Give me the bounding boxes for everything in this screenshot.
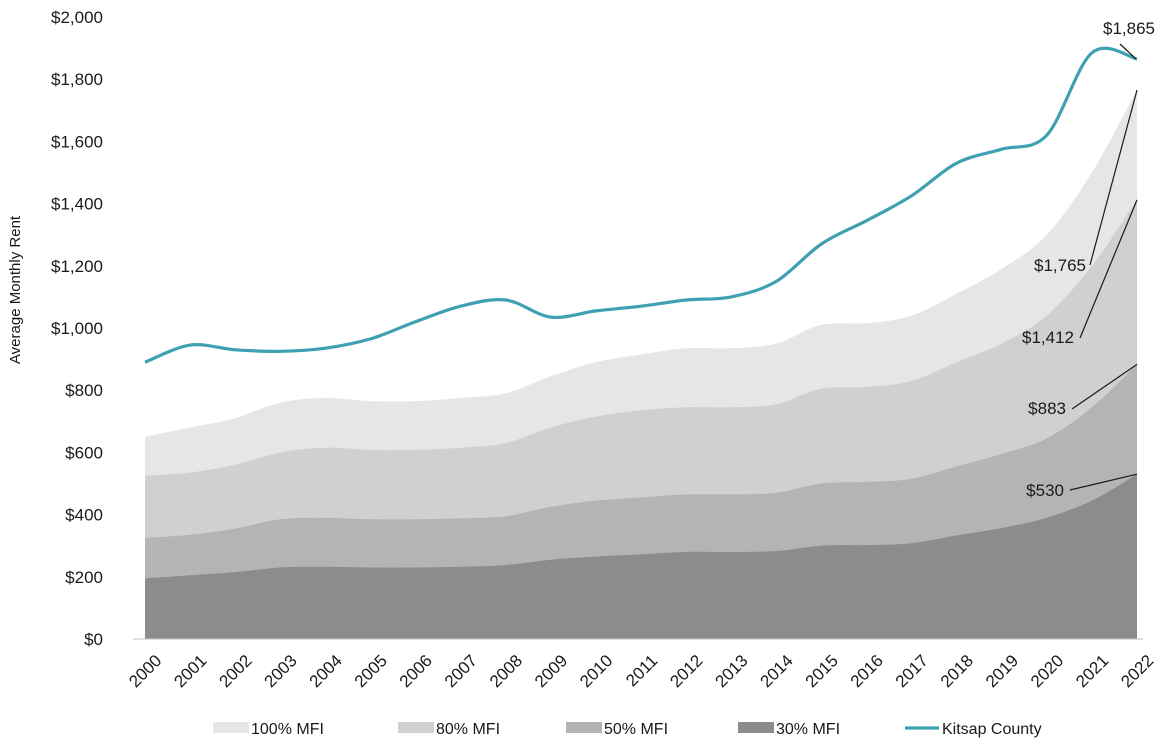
annotation-leader [1069,473,1138,491]
y-tick-label: $0 [84,630,103,649]
x-tick-label: 2005 [351,651,391,691]
annotation-leader [1089,89,1138,266]
x-tick-label: 2004 [306,651,346,691]
y-tick-label: $600 [65,443,103,462]
line-series-group [144,46,1138,364]
area-series-group [145,90,1137,640]
x-tick-label: 2021 [1072,651,1112,691]
x-tick-label: 2020 [1027,651,1067,691]
x-tick-label: 2008 [486,651,526,691]
legend-swatch [213,722,249,733]
legend-swatch [566,722,602,733]
legend-label: 100% MFI [251,721,324,738]
y-tick-label: $1,800 [51,70,103,89]
y-tick-label: $1,400 [51,195,103,214]
annotation-label: $1,865 [1103,19,1155,38]
area-30-mfi [145,474,1137,639]
legend-swatch [738,722,774,733]
legend-label: 80% MFI [436,721,500,738]
y-axis-label: Average Monthly Rent [7,215,24,364]
x-tick-label: 2013 [711,651,751,691]
annotation-label: $1,765 [1034,256,1086,275]
line-kitsap-county [144,46,1138,364]
x-tick-label: 2000 [125,651,165,691]
y-tick-label: $800 [65,381,103,400]
x-tick-label: 2003 [261,651,301,691]
y-tick-label: $1,000 [51,319,103,338]
y-tick-label: $400 [65,506,103,525]
annotation-label: $1,412 [1022,328,1074,347]
annotation-label: $530 [1026,481,1064,500]
y-tick-label: $1,600 [51,132,103,151]
x-tick-label: 2018 [937,651,977,691]
legend-label: 30% MFI [776,721,840,738]
x-tick-label: 2022 [1117,651,1157,691]
x-tick-label: 2016 [847,651,887,691]
annotation-leader [1119,43,1137,60]
x-tick-label: 2011 [622,651,661,690]
annotation-leader [1079,199,1138,339]
x-tick-label: 2012 [666,651,706,691]
annotation-label: $883 [1028,399,1066,418]
legend-label: Kitsap County [942,721,1042,738]
y-tick-label: $2,000 [51,8,103,27]
x-tick-label: 2010 [576,651,616,691]
x-tick-label: 2001 [170,651,210,691]
x-tick-label: 2017 [892,651,932,691]
x-tick-label: 2014 [757,651,797,691]
x-tick-label: 2015 [802,651,842,691]
x-tick-label: 2002 [215,651,255,691]
legend-label: 50% MFI [604,721,668,738]
x-tick-label: 2019 [982,651,1022,691]
annotation-leader [1071,363,1138,410]
x-tick-label: 2007 [441,651,481,691]
annotations-group: $1,865 $1,765 $1,412 $883 $530 [1022,19,1155,500]
y-tick-label: $200 [65,568,103,587]
legend: 100% MFI 80% MFI 50% MFI 30% MFI Kitsap Coun… [213,721,1042,738]
x-tick-label: 2009 [531,651,571,691]
x-tick-label: 2006 [396,651,436,691]
legend-swatch [398,722,434,733]
y-tick-label: $1,200 [51,257,103,276]
